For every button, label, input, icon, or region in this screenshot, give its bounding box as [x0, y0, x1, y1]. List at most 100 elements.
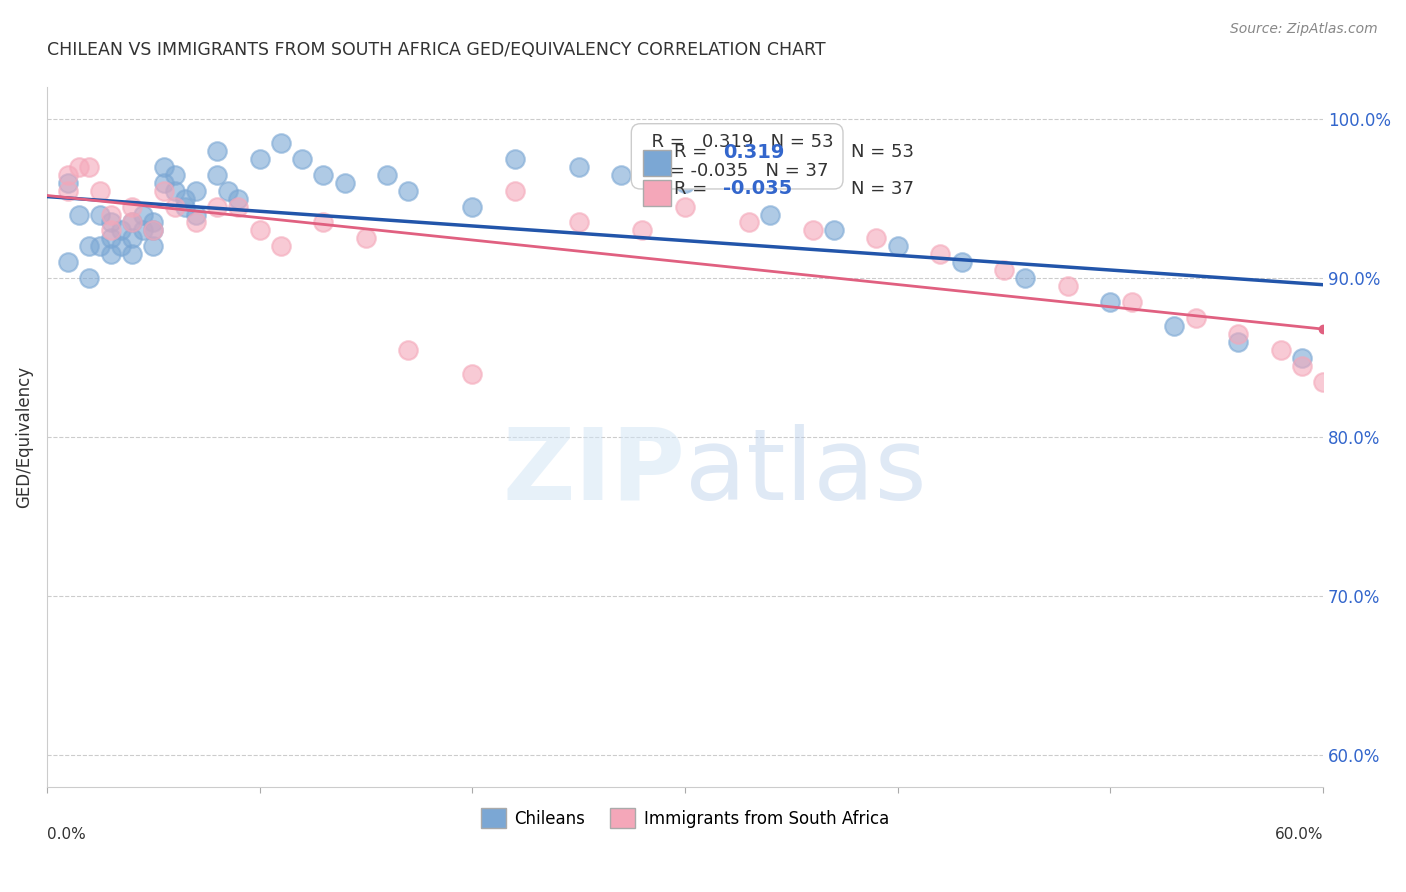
Text: R =   0.319   N = 53
  R = -0.035   N = 37: R = 0.319 N = 53 R = -0.035 N = 37: [640, 133, 834, 180]
Point: [56, 255, 79, 269]
Point: [79, 271, 101, 285]
Point: [291, 152, 314, 166]
Text: 60.0%: 60.0%: [1275, 827, 1323, 842]
Point: [993, 263, 1015, 277]
Point: [1270, 343, 1292, 357]
Point: [461, 367, 484, 381]
Point: [205, 168, 228, 182]
Point: [121, 200, 143, 214]
Point: [89, 184, 111, 198]
Point: [142, 239, 165, 253]
Point: [503, 184, 526, 198]
Text: N = 53: N = 53: [851, 144, 914, 161]
Point: [759, 207, 782, 221]
Point: [205, 144, 228, 158]
Point: [89, 239, 111, 253]
Point: [929, 247, 952, 261]
Point: [110, 223, 132, 237]
Point: [163, 168, 186, 182]
Text: ZIP: ZIP: [502, 424, 685, 521]
Point: [56, 168, 79, 182]
Point: [153, 184, 176, 198]
Point: [121, 215, 143, 229]
Point: [568, 215, 591, 229]
Point: [228, 192, 250, 206]
Point: [1291, 351, 1313, 365]
Text: -0.035: -0.035: [723, 179, 793, 198]
Point: [110, 239, 132, 253]
Text: 0.319: 0.319: [723, 143, 785, 161]
Point: [375, 168, 398, 182]
Point: [1227, 334, 1250, 349]
Point: [1184, 310, 1206, 325]
Point: [270, 136, 292, 150]
Point: [738, 215, 761, 229]
Point: [461, 200, 484, 214]
FancyBboxPatch shape: [643, 179, 671, 206]
Point: [56, 184, 79, 198]
Point: [217, 184, 239, 198]
Point: [823, 223, 845, 237]
Point: [1099, 295, 1122, 310]
Point: [673, 200, 696, 214]
Point: [89, 207, 111, 221]
Point: [121, 215, 143, 229]
Point: [1014, 271, 1036, 285]
Point: [631, 223, 654, 237]
Text: 0.0%: 0.0%: [46, 827, 86, 842]
Point: [610, 168, 633, 182]
Point: [142, 215, 165, 229]
Text: Source: ZipAtlas.com: Source: ZipAtlas.com: [1230, 22, 1378, 37]
Point: [184, 215, 207, 229]
Point: [67, 160, 90, 174]
Point: [153, 176, 176, 190]
Point: [503, 152, 526, 166]
Point: [312, 215, 335, 229]
Point: [398, 184, 420, 198]
Point: [249, 223, 271, 237]
Point: [121, 247, 143, 261]
Point: [131, 223, 153, 237]
FancyBboxPatch shape: [643, 150, 671, 176]
Point: [801, 223, 824, 237]
Point: [163, 200, 186, 214]
Point: [174, 192, 197, 206]
Point: [568, 160, 591, 174]
Point: [174, 200, 197, 214]
Point: [354, 231, 377, 245]
Point: [228, 200, 250, 214]
Point: [184, 184, 207, 198]
Point: [121, 231, 143, 245]
Point: [153, 160, 176, 174]
Point: [886, 239, 908, 253]
Point: [673, 176, 696, 190]
Point: [100, 215, 122, 229]
Point: [1163, 318, 1185, 333]
Point: [184, 207, 207, 221]
Point: [1312, 375, 1334, 389]
Point: [1227, 326, 1250, 341]
Point: [398, 343, 420, 357]
Point: [249, 152, 271, 166]
Point: [865, 231, 887, 245]
Point: [163, 184, 186, 198]
Point: [100, 207, 122, 221]
Text: N = 37: N = 37: [851, 180, 914, 198]
Point: [142, 223, 165, 237]
Point: [100, 247, 122, 261]
Point: [79, 239, 101, 253]
Point: [56, 176, 79, 190]
Point: [333, 176, 356, 190]
Point: [1121, 295, 1143, 310]
Y-axis label: GED/Equivalency: GED/Equivalency: [15, 367, 32, 508]
Text: R =: R =: [673, 180, 707, 198]
Point: [270, 239, 292, 253]
Point: [1291, 359, 1313, 373]
Point: [67, 207, 90, 221]
Point: [312, 168, 335, 182]
Text: CHILEAN VS IMMIGRANTS FROM SOUTH AFRICA GED/EQUIVALENCY CORRELATION CHART: CHILEAN VS IMMIGRANTS FROM SOUTH AFRICA …: [46, 41, 825, 59]
Point: [79, 160, 101, 174]
Point: [100, 231, 122, 245]
Point: [1057, 279, 1080, 293]
Point: [205, 200, 228, 214]
